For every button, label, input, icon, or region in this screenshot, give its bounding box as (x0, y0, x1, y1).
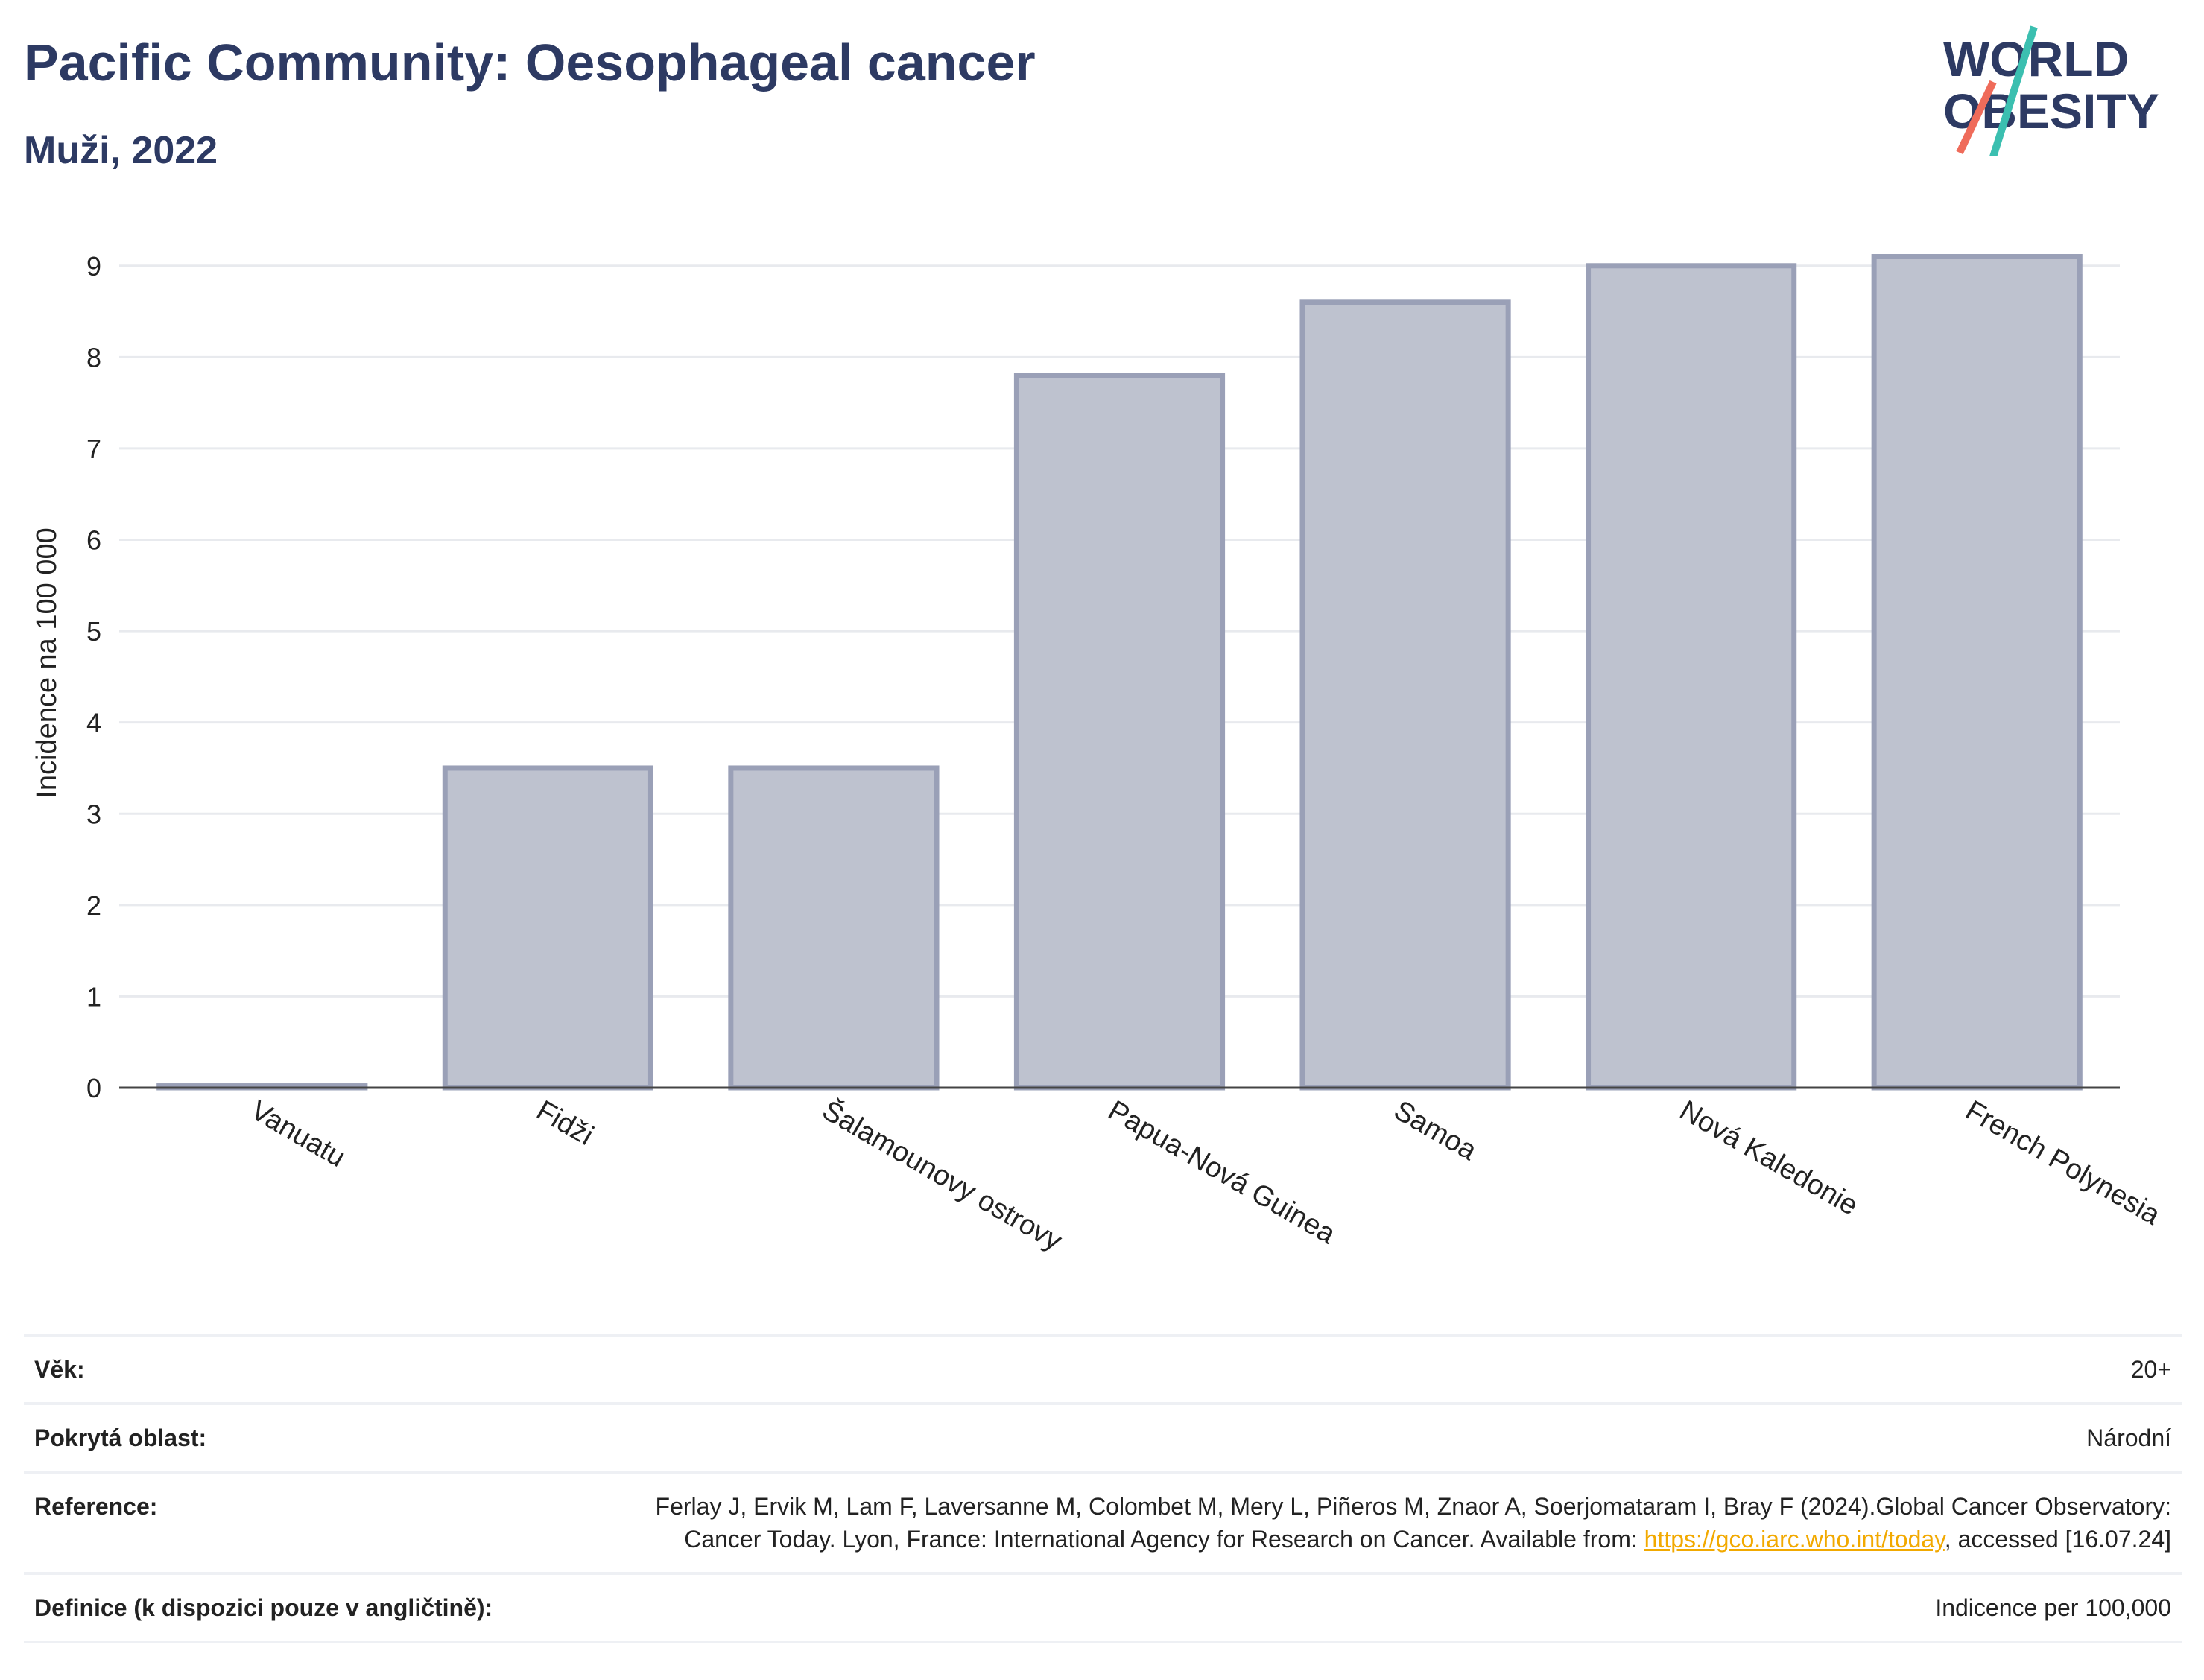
x-tick-label: Samoa (1389, 1094, 1483, 1167)
y-tick-label: 9 (86, 251, 101, 282)
world-obesity-logo: WORLD OBESITY (1943, 25, 2159, 156)
x-tick-label: Nová Kaledonie (1674, 1094, 1863, 1222)
y-tick-label: 7 (86, 434, 101, 464)
y-tick-label: 0 (86, 1073, 101, 1103)
x-tick-label: Fidži (531, 1094, 598, 1151)
x-tick-label: Vanuatu (245, 1094, 350, 1173)
reference-link[interactable]: https://gco.iarc.who.int/today (1644, 1526, 1945, 1553)
bar[interactable] (1871, 254, 2083, 1091)
reference-suffix: , accessed [16.07.24] (1944, 1526, 2171, 1553)
meta-value: Národní (2086, 1424, 2171, 1451)
x-tick-label: Šalamounovy ostrovy (817, 1094, 1068, 1258)
logo-line-1: WORLD (1943, 31, 2129, 86)
meta-row-age: Věk: 20+ (24, 1335, 2182, 1404)
meta-row-reference: Reference: Ferlay J, Ervik M, Lam F, Lav… (24, 1472, 2182, 1573)
y-tick-label: 8 (86, 342, 101, 373)
bars (156, 254, 2083, 1091)
page-title: Pacific Community: Oesophageal cancer (24, 34, 1036, 92)
bar-chart: 0 1 2 3 4 5 6 7 8 9 Vanuatu Fidži Šalamounovy ostrov… (31, 251, 2166, 1258)
bar[interactable] (728, 765, 940, 1091)
y-axis-label: Incidence na 100 000 (31, 527, 63, 798)
bar[interactable] (1299, 299, 1511, 1091)
x-tick-label: Papua-Nová Guinea (1103, 1094, 1341, 1250)
reference-text: Ferlay J, Ervik M, Lam F, Laversanne M, … (655, 1493, 2171, 1553)
meta-value: 20+ (2130, 1356, 2171, 1383)
chart-subtitle: Muži, 2022 (24, 129, 218, 172)
logo-slash-bottom (1956, 80, 1997, 155)
meta-label: Reference: (34, 1493, 158, 1520)
meta-row-coverage: Pokrytá oblast: Národní (24, 1404, 2182, 1472)
meta-value: Indicence per 100,000 (1935, 1594, 2171, 1621)
metadata-table: Věk: 20+ Pokrytá oblast: Národní Referen… (24, 1334, 2182, 1643)
y-tick-label: 5 (86, 616, 101, 647)
meta-row-definition: Definice (k dispozici pouze v angličtině… (24, 1573, 2182, 1642)
y-tick-label: 1 (86, 981, 101, 1012)
meta-value-reference: Ferlay J, Ervik M, Lam F, Laversanne M, … (566, 1472, 2182, 1573)
y-tick-label: 4 (86, 708, 101, 738)
logo-slash-top (1989, 25, 2038, 156)
bar[interactable] (1586, 263, 1797, 1091)
y-tick-label: 3 (86, 799, 101, 829)
meta-label: Definice (k dispozici pouze v angličtině… (34, 1594, 493, 1621)
y-tick-label: 6 (86, 525, 101, 556)
meta-label: Věk: (34, 1356, 85, 1383)
meta-label: Pokrytá oblast: (34, 1424, 207, 1451)
y-tick-label: 2 (86, 890, 101, 921)
bar[interactable] (1013, 373, 1226, 1091)
x-tick-label: French Polynesia (1960, 1094, 2166, 1232)
bar[interactable] (442, 765, 653, 1091)
